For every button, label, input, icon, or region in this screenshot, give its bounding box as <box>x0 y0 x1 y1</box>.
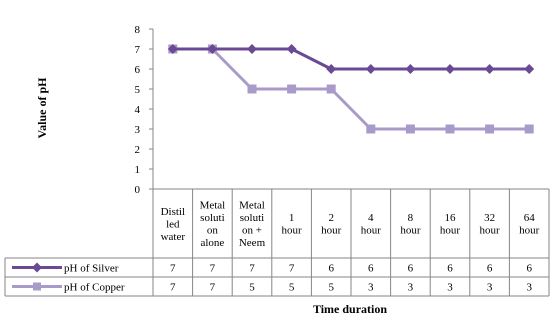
x-category-label: 16 hour <box>440 212 461 237</box>
data-point <box>524 64 535 74</box>
data-table: Distil led water Metal soluti on alone Metal sol… <box>4 188 550 297</box>
y-tick-label: 0 <box>135 184 141 196</box>
series-line <box>172 47 530 131</box>
table-cell-value: 5 <box>289 282 295 294</box>
series-line <box>172 47 530 71</box>
data-point <box>326 64 337 74</box>
data-point <box>445 124 455 134</box>
legend-key-marker <box>33 282 41 291</box>
table-cell-value: 7 <box>249 263 255 275</box>
data-point <box>405 124 415 134</box>
legend-series-name: pH of Silver <box>64 263 119 275</box>
x-axis-title: Time duration <box>313 302 387 316</box>
x-category-label: Distil led water <box>161 206 186 243</box>
x-category-label: 4 hour <box>361 212 382 237</box>
table-cell-value: 3 <box>526 282 532 294</box>
y-tick-label: 1 <box>135 164 141 176</box>
table-cell-value: 7 <box>170 263 176 275</box>
y-tick-label: 5 <box>135 84 141 96</box>
y-tick-label: 7 <box>135 44 141 56</box>
data-point <box>287 84 297 94</box>
data-point <box>286 44 297 54</box>
table-cell-value: 6 <box>447 263 453 275</box>
table-cell-value: 6 <box>408 263 414 275</box>
y-tick-label: 8 <box>135 24 141 36</box>
x-category-label: 32 hour <box>480 212 501 237</box>
table-cell-value: 3 <box>408 282 414 294</box>
data-point <box>484 64 495 74</box>
data-point <box>247 84 257 94</box>
data-point <box>405 64 416 74</box>
data-point <box>326 84 336 94</box>
table-cell-value: 7 <box>170 282 176 294</box>
y-tick-label: 3 <box>135 124 141 136</box>
x-category-label: Metal soluti on alone <box>200 200 226 250</box>
data-point <box>485 124 495 134</box>
x-category-label: 1 hour <box>282 212 303 237</box>
legend-key-marker <box>32 262 42 273</box>
y-axis: 0 1 2 3 4 5 6 7 8 <box>135 24 154 196</box>
table-cell-value: 7 <box>289 263 295 275</box>
data-point <box>247 44 257 54</box>
table-cell-value: 3 <box>487 282 493 294</box>
table-cell-value: 5 <box>328 282 334 294</box>
data-point <box>167 44 178 54</box>
table-cell-value: 6 <box>487 263 493 275</box>
table-cell-value: 3 <box>368 282 374 294</box>
x-category-label: 8 hour <box>400 212 421 237</box>
y-tick-label: 2 <box>135 144 141 156</box>
data-point <box>365 64 376 74</box>
data-point <box>524 124 534 134</box>
table-cell-value: 6 <box>328 263 334 275</box>
table-cell-value: 7 <box>210 282 216 294</box>
data-point <box>366 124 376 134</box>
y-axis-title: Value of pH <box>35 77 49 139</box>
table-cell-value: 3 <box>447 282 453 294</box>
series-group <box>167 44 535 134</box>
table-cell-value: 6 <box>526 263 532 275</box>
table-cell-value: 6 <box>368 263 374 275</box>
x-category-label: 2 hour <box>321 212 342 237</box>
x-category-label: Metal soluti on + Neem <box>239 200 266 250</box>
table-cell-value: 7 <box>210 263 216 275</box>
x-category-label: 64 hour <box>519 212 540 237</box>
legend-series-name: pH of Copper <box>64 282 125 294</box>
table-cell-value: 5 <box>249 282 255 294</box>
y-tick-label: 6 <box>135 64 141 76</box>
data-point <box>445 64 455 74</box>
y-tick-label: 4 <box>135 104 141 116</box>
data-point <box>207 44 218 54</box>
